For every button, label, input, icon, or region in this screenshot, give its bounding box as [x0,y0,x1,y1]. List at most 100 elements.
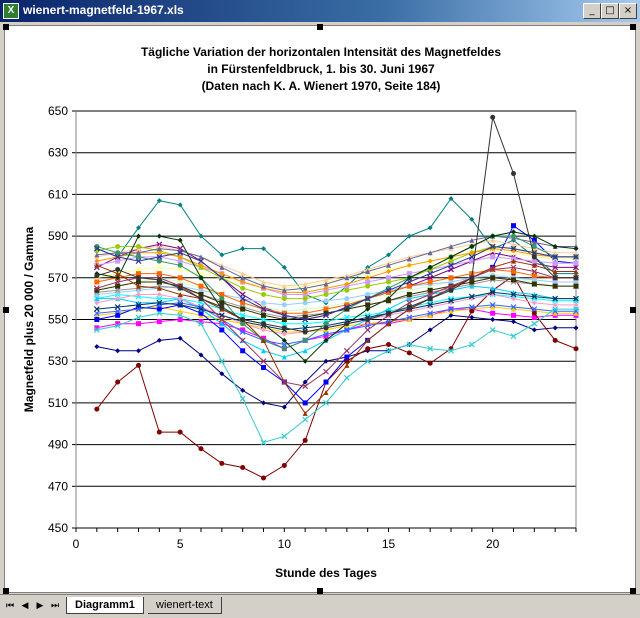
series-13-point [94,300,100,306]
series-line-27 [96,260,576,415]
series-30-point [573,275,579,281]
series-26-point [365,302,371,308]
series-14-point [490,254,496,260]
series-28-point [302,383,309,390]
selection-handle[interactable] [317,24,323,30]
last-sheet-icon[interactable]: ⏭ [50,601,60,611]
next-sheet-icon[interactable]: ▶ [36,601,44,611]
minimize-button[interactable]: _ [583,3,601,19]
series-20-point [511,269,516,275]
series-17-point [239,395,246,402]
series-1-point [115,348,121,354]
series-23-point [531,293,538,300]
y-tick-label: 490 [48,438,68,452]
series-7-point [406,233,412,239]
series-17-point [427,345,434,352]
series-3-point [406,317,412,322]
selection-handle[interactable] [3,588,9,594]
series-18-point [344,287,350,293]
series-21-point [344,275,350,281]
series-26-point [531,281,537,287]
series-15-point [323,277,329,283]
series-21-point [156,246,162,252]
series-30-point [198,296,204,302]
series-29-point [364,295,371,302]
series-1-point [177,335,183,341]
series-29-point [156,254,163,260]
maximize-button[interactable]: □ [601,3,619,19]
series-7-point [240,246,246,252]
series-25-point [406,275,412,281]
first-sheet-icon[interactable]: ⏮ [5,601,15,611]
series-20-point [94,279,100,285]
series-29-point [468,254,475,260]
selection-handle[interactable] [630,307,636,313]
selection-handle[interactable] [3,307,9,313]
series-29-point [427,270,434,277]
series-29-point [218,274,225,281]
chart-area[interactable]: Tägliche Variation der horizontalen Inte… [4,25,636,593]
series-19-point [406,262,412,268]
series-17-point [323,399,329,406]
series-23-point [198,306,204,312]
series-6-point [365,346,371,352]
series-27-point [156,285,162,291]
series-21-point [386,262,391,268]
window-titlebar[interactable]: X wienert-magnetfeld-1967.xls _ □ × [0,0,640,22]
series-line-9 [96,285,576,358]
series-6-point [136,362,141,368]
series-19-point [427,258,433,264]
series-14-point [406,271,412,277]
close-button[interactable]: × [619,3,637,19]
y-tick-label: 610 [48,187,68,201]
series-9-point [386,306,391,312]
series-30-point [177,285,183,291]
selection-handle[interactable] [630,24,636,30]
selection-handle[interactable] [3,24,9,30]
series-23-point [448,297,454,304]
series-15-point [261,279,266,285]
series-21-point [281,287,287,293]
series-line-17 [96,308,576,444]
series-19-point [386,269,391,275]
series-29-point [281,312,288,319]
series-29-point [343,304,350,310]
series-1-point [94,344,100,350]
series-8-point [198,310,204,316]
series-1-point [531,327,537,333]
series-2-point [490,310,496,316]
series-13-point [115,296,121,302]
series-15-point [281,283,287,289]
series-1-point [448,312,454,318]
series-line-24 [96,235,576,350]
series-30-point [365,317,371,322]
series-21-point [302,285,308,291]
series-8-point [219,327,225,333]
series-23-point [468,293,475,300]
series-16-point [531,306,538,312]
series-19-point [156,250,162,256]
series-9-point [261,348,266,354]
series-23-point [510,291,517,298]
series-7-point [448,196,454,202]
series-20-point [281,310,287,316]
series-23-point [114,304,121,310]
series-26-point [469,279,475,285]
x-tick-label: 5 [177,537,184,551]
tab-wienert-text[interactable]: wienert-text [148,597,222,614]
series-6-point [240,465,246,471]
tab-diagramm1[interactable]: Diagramm1 [66,597,144,614]
series-26-point [136,279,141,285]
selection-handle[interactable] [317,588,323,594]
series-2-point [156,319,162,325]
series-20-point [406,283,412,289]
series-2-point [323,333,329,339]
series-1-point [323,358,329,364]
series-1-point [490,317,496,322]
series-25-point [552,244,558,250]
selection-handle[interactable] [630,588,636,594]
prev-sheet-icon[interactable]: ◀ [21,601,29,611]
series-19-point [219,271,225,277]
series-16-point [239,329,246,335]
series-3-point [511,306,516,312]
